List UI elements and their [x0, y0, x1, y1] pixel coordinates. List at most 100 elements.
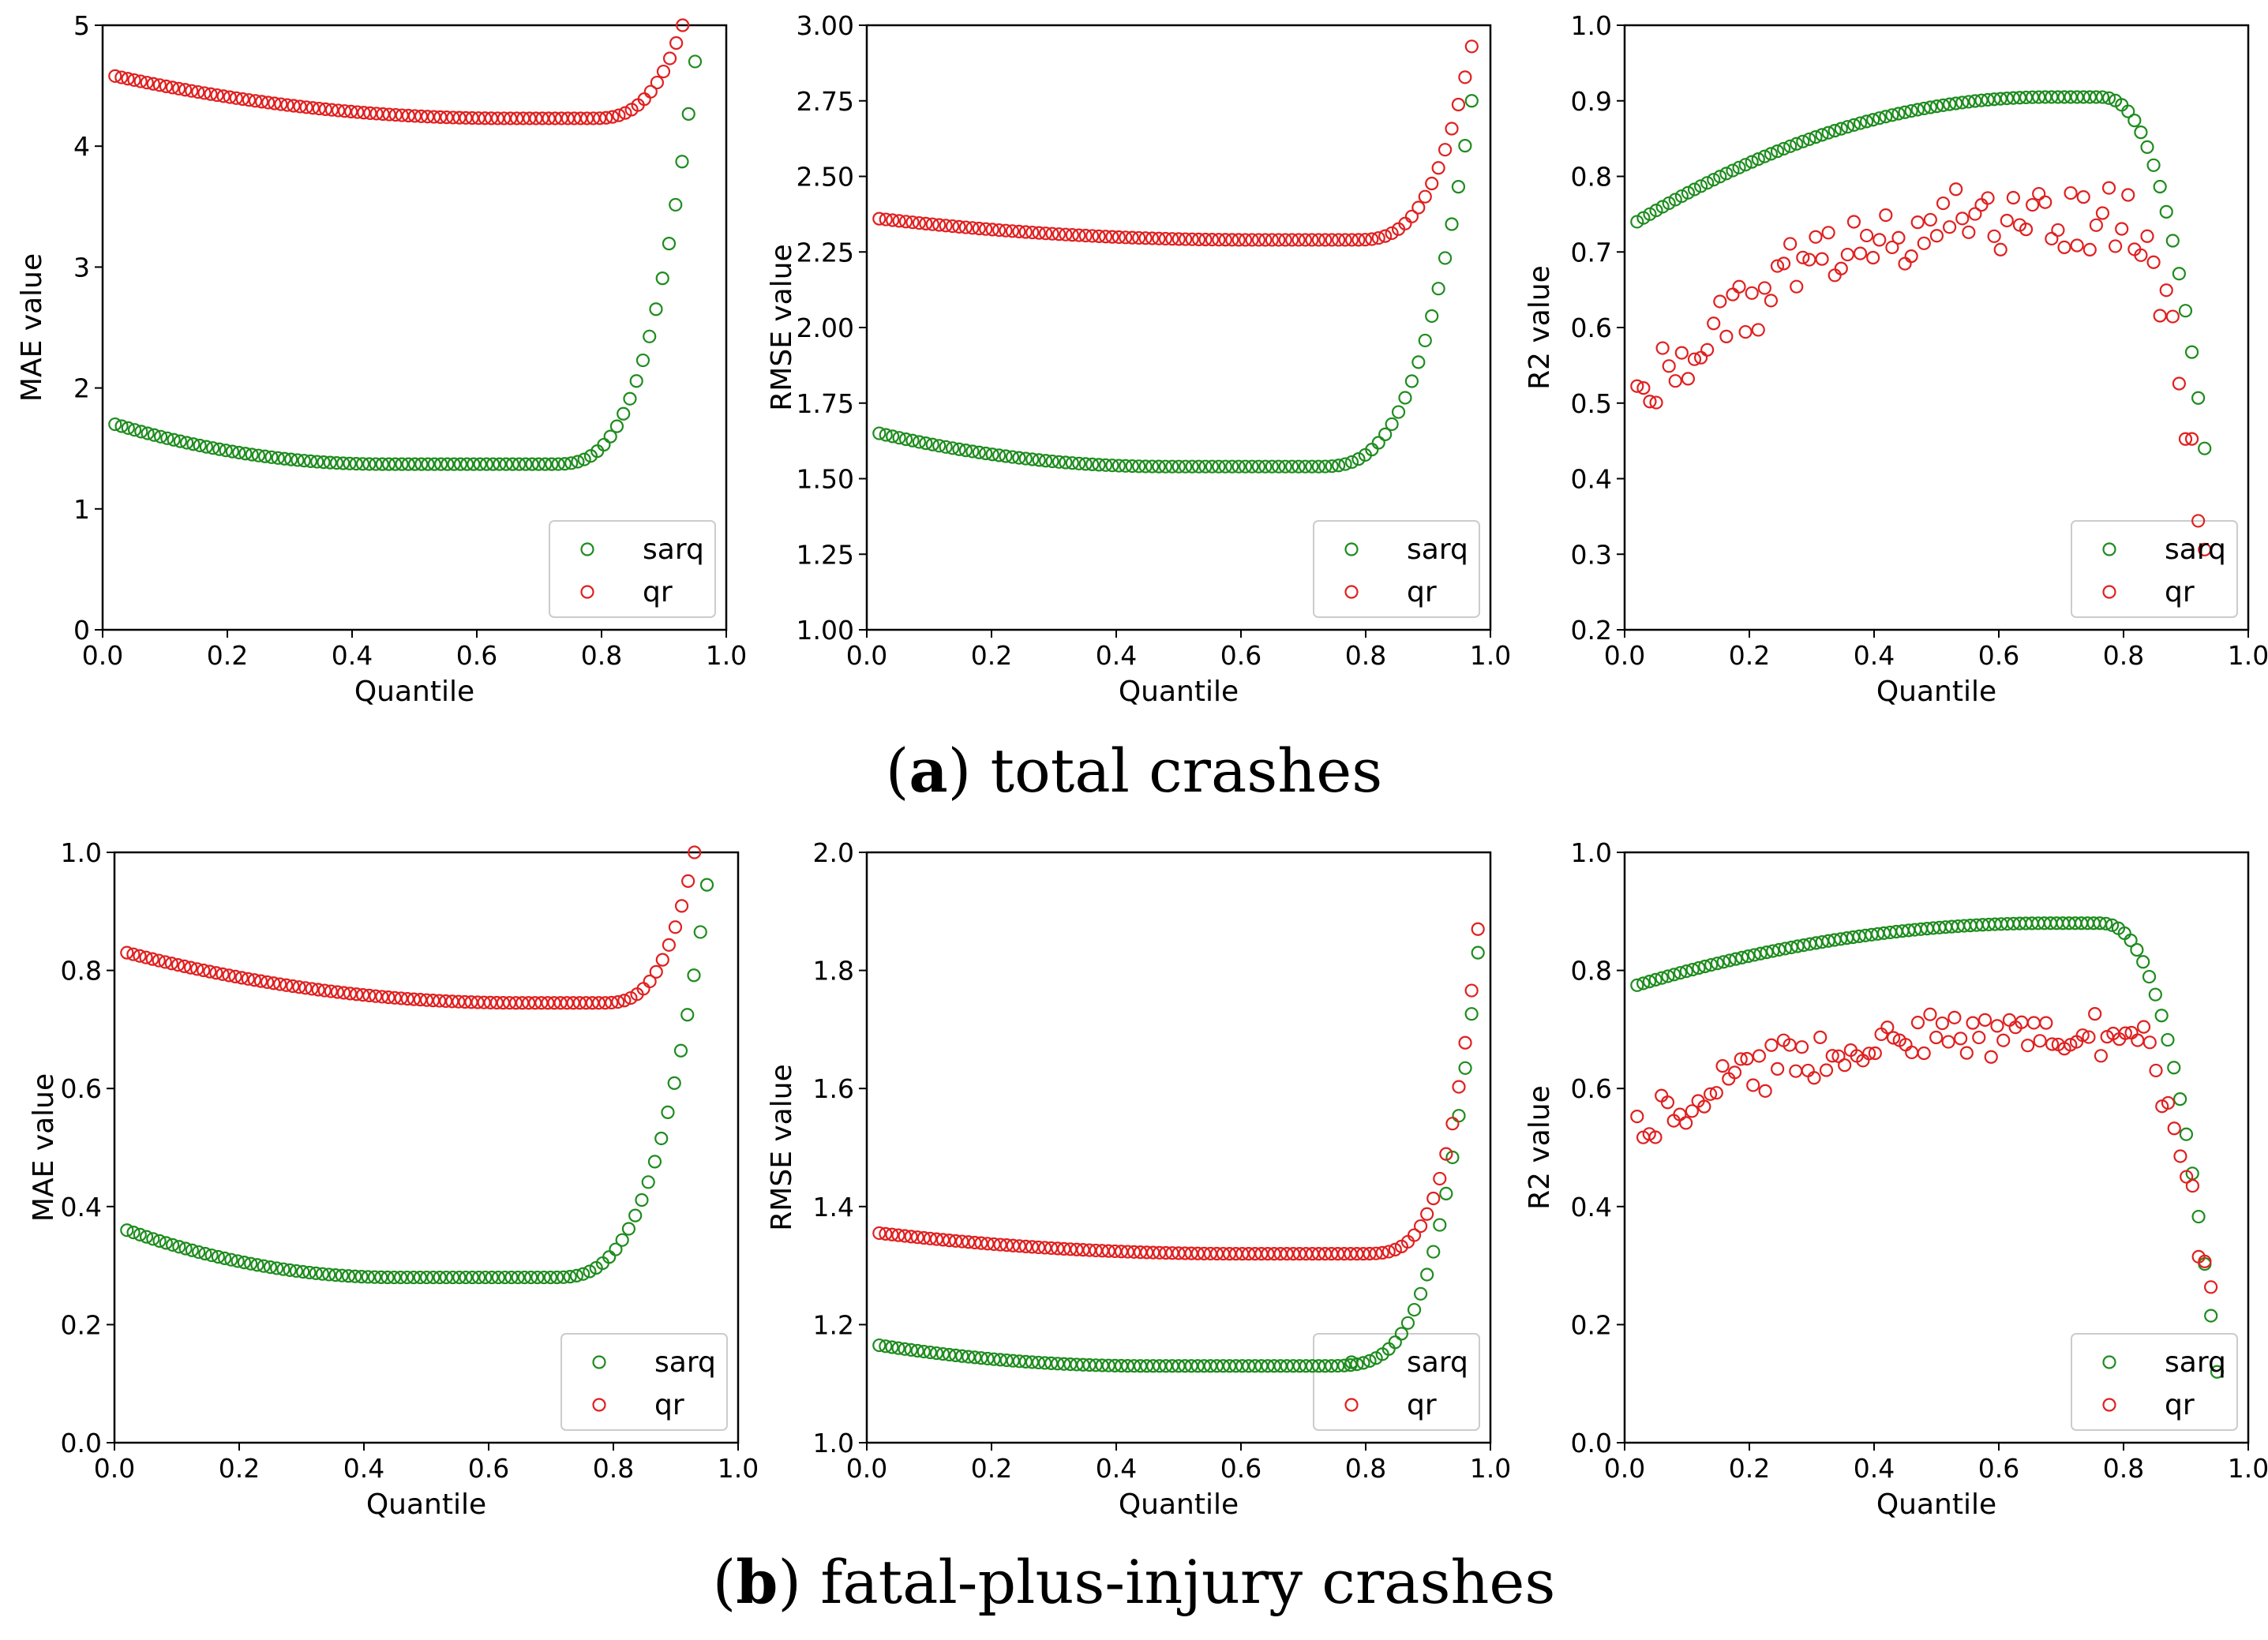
plot-frame — [1623, 851, 2250, 1444]
legend-marker-sarq — [1344, 542, 1359, 556]
x-tick-label: 0.2 — [207, 640, 248, 671]
point-qr — [146, 77, 160, 91]
point-sarq — [1178, 1359, 1192, 1373]
point-sarq — [615, 1233, 629, 1247]
point-sarq — [992, 448, 1007, 462]
legend-marker-qr — [1344, 585, 1359, 599]
point-sarq — [185, 1243, 199, 1257]
caption-a-text: total crashes — [990, 736, 1383, 806]
point-sarq — [1904, 103, 1918, 118]
point-qr — [1674, 346, 1689, 360]
point-qr — [605, 995, 619, 1010]
y-tick-label: 1.00 — [797, 615, 854, 646]
point-sarq — [531, 457, 545, 471]
point-sarq — [1630, 978, 1644, 992]
point-sarq — [892, 431, 906, 445]
point-sarq — [1766, 944, 1780, 958]
point-qr — [904, 1230, 918, 1244]
point-qr — [1949, 182, 1963, 197]
point-sarq — [641, 1175, 655, 1189]
point-sarq — [1936, 98, 1951, 112]
y-tick-label: 4 — [73, 131, 90, 162]
point-sarq — [348, 1269, 362, 1283]
point-sarq — [1433, 1218, 1447, 1232]
y-tick-label: 0.8 — [1571, 956, 1612, 987]
point-qr — [331, 103, 346, 118]
point-sarq — [2038, 90, 2052, 104]
point-sarq — [192, 1245, 206, 1260]
point-sarq — [958, 444, 973, 458]
point-qr — [1299, 1247, 1313, 1261]
point-qr — [1311, 233, 1325, 247]
point-qr — [120, 945, 134, 960]
point-sarq — [1760, 945, 1774, 960]
point-qr — [1235, 1247, 1250, 1261]
point-sarq — [1681, 185, 1696, 200]
point-sarq — [512, 457, 527, 471]
point-qr — [369, 107, 384, 121]
point-qr — [427, 110, 441, 124]
x-tick-label: 0.0 — [82, 640, 123, 671]
point-sarq — [1771, 942, 1786, 957]
point-sarq — [635, 1193, 649, 1208]
point-qr — [1996, 1033, 2011, 1047]
point-sarq — [361, 1270, 375, 1284]
point-qr — [1197, 1246, 1211, 1260]
point-sarq — [1351, 452, 1366, 466]
point-qr — [987, 1237, 1001, 1252]
point-sarq — [949, 1348, 963, 1362]
x-tick-label: 0.8 — [2103, 1453, 2144, 1484]
point-qr — [1953, 1032, 1968, 1046]
x-tick-label: 0.0 — [1604, 640, 1645, 671]
point-qr — [1764, 1038, 1779, 1052]
point-qr — [919, 216, 933, 230]
point-qr — [2172, 376, 2186, 391]
point-sarq — [583, 1264, 597, 1279]
point-sarq — [1471, 945, 1485, 960]
point-qr — [356, 987, 370, 1002]
point-sarq — [1949, 96, 1963, 110]
point-qr — [535, 111, 549, 125]
point-qr — [2075, 1028, 2090, 1043]
caption-b-letter: b — [736, 1547, 778, 1617]
point-qr — [1426, 1191, 1441, 1206]
x-axis-label: Quantile — [1119, 1488, 1239, 1521]
point-sarq — [1146, 1359, 1160, 1373]
point-qr — [369, 989, 383, 1003]
point-qr — [381, 990, 395, 1005]
point-qr — [317, 983, 332, 998]
point-qr — [229, 91, 243, 105]
point-sarq — [1153, 1359, 1167, 1373]
legend-label-sarq: sarq — [654, 1346, 716, 1379]
point-qr — [1278, 233, 1292, 247]
point-qr — [1643, 395, 1657, 409]
point-sarq — [1261, 1359, 1275, 1373]
x-tick-label: 0.6 — [1220, 1453, 1261, 1484]
point-qr — [2142, 1035, 2157, 1050]
x-tick-label: 0.2 — [1729, 640, 1770, 671]
point-sarq — [322, 1267, 336, 1282]
point-qr — [1929, 1030, 1944, 1045]
point-qr — [382, 107, 396, 122]
point-qr — [898, 215, 913, 229]
point-sarq — [2019, 90, 2034, 105]
point-sarq — [1031, 1355, 1046, 1370]
point-sarq — [1783, 139, 1798, 153]
point-sarq — [141, 426, 155, 440]
y-tick-label: 1.50 — [797, 464, 854, 495]
point-sarq — [681, 107, 695, 121]
point-sarq — [1741, 949, 1756, 964]
point-qr — [165, 81, 180, 95]
point-qr — [1794, 1040, 1809, 1054]
point-sarq — [211, 1249, 225, 1264]
point-qr — [287, 99, 301, 113]
point-sarq — [1438, 251, 1453, 265]
point-sarq — [459, 457, 474, 471]
point-sarq — [1331, 1358, 1345, 1373]
point-sarq — [1092, 458, 1106, 472]
point-qr — [1726, 287, 1740, 301]
point-sarq — [891, 1341, 905, 1355]
point-sarq — [1012, 1354, 1026, 1369]
point-sarq — [1032, 453, 1046, 467]
point-qr — [1358, 233, 1372, 247]
